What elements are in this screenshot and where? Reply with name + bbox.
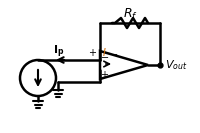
- Text: $R_f$: $R_f$: [123, 6, 137, 22]
- Text: $V_{out}$: $V_{out}$: [165, 58, 188, 72]
- Text: $+$: $+$: [100, 68, 110, 80]
- Text: $-$: $-$: [100, 51, 110, 61]
- Text: $-$: $-$: [109, 48, 118, 58]
- Text: $+$: $+$: [88, 47, 98, 59]
- Text: $\mathbf{I_p}$: $\mathbf{I_p}$: [53, 44, 65, 60]
- Text: $\mathbf{\it{I}}$: $\mathbf{\it{I}}$: [102, 46, 107, 58]
